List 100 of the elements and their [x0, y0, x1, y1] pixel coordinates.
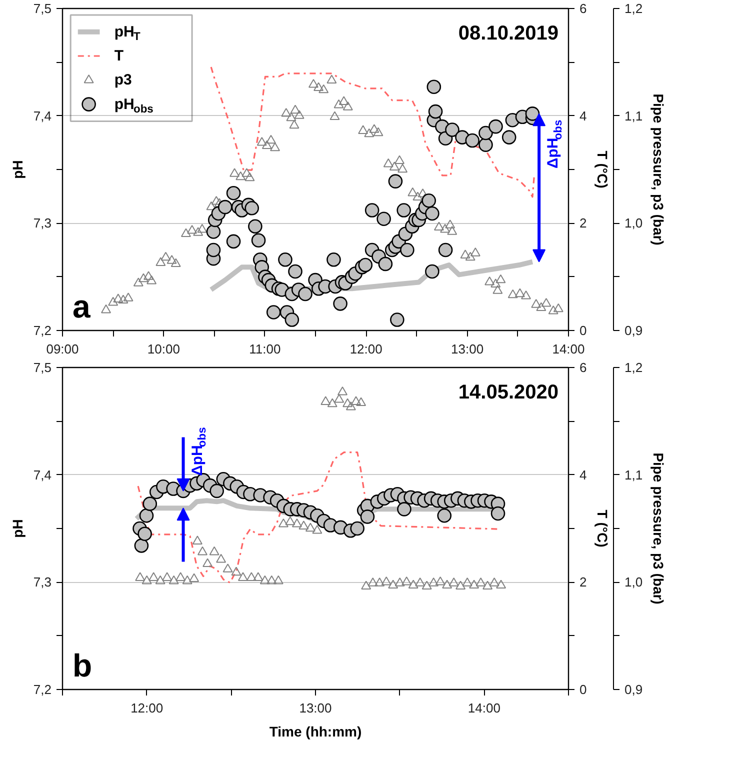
point	[442, 580, 452, 588]
y-tick-label: 7,3	[33, 216, 52, 231]
y2-tick-label: 0	[580, 682, 587, 697]
point	[298, 520, 309, 530]
point	[350, 396, 361, 405]
y2-tick-label: 0	[580, 323, 587, 338]
point	[189, 573, 200, 582]
y2-tick-label: 6	[580, 1, 587, 16]
point	[312, 524, 322, 534]
point	[360, 510, 375, 524]
point	[246, 572, 256, 581]
x-tick-label: 12:00	[350, 342, 382, 356]
point	[394, 578, 405, 586]
point	[253, 572, 264, 581]
y2-tick-label: 4	[580, 467, 587, 482]
point	[381, 576, 392, 586]
x-tick-label: 14:00	[552, 342, 585, 356]
y3-tick-label: 1,1	[624, 467, 643, 482]
point	[197, 546, 208, 556]
x-tick-label: 14:00	[468, 700, 500, 716]
point	[142, 575, 152, 584]
point	[202, 558, 213, 568]
y3-tick-label: 0,9	[624, 682, 643, 697]
point	[415, 578, 426, 586]
point	[210, 484, 224, 498]
point	[356, 397, 366, 406]
point	[327, 398, 338, 408]
point	[138, 526, 152, 542]
y2-tick-label: 4	[580, 108, 587, 124]
y-tick-label: 7,2	[33, 682, 52, 697]
point	[148, 572, 159, 581]
y3-tick-label: 1,0	[624, 574, 643, 590]
y-tick-label: 7,5	[33, 1, 52, 16]
point	[135, 572, 146, 581]
point	[496, 580, 506, 588]
point	[176, 572, 186, 581]
point	[266, 575, 277, 584]
point	[182, 575, 192, 584]
y-axis-title: pH	[9, 160, 26, 179]
point	[238, 572, 248, 581]
x-tick-label: 13:00	[299, 700, 332, 716]
y-tick-label: 7,5	[33, 360, 52, 375]
x-tick-label: 10:00	[147, 342, 180, 356]
point	[192, 536, 202, 544]
point	[139, 508, 154, 523]
point	[162, 572, 172, 581]
point	[285, 516, 296, 526]
point	[469, 580, 480, 588]
legend-label: T	[114, 47, 124, 64]
point	[368, 578, 378, 586]
point	[155, 575, 166, 584]
line-series	[210, 66, 535, 198]
annotation: b	[72, 648, 92, 684]
point	[402, 576, 412, 586]
annotation: ΔpHobs	[188, 427, 209, 476]
point	[292, 518, 302, 528]
y2-tick-label: 2	[580, 574, 587, 590]
point	[342, 398, 353, 408]
x-axis-title: Time (hh:mm)	[269, 724, 362, 740]
point	[374, 578, 385, 586]
point	[320, 396, 331, 405]
point	[422, 580, 432, 590]
point	[437, 508, 452, 523]
point	[337, 386, 348, 396]
y3-axis-title: Pipe pressure, p3 (bar)	[650, 452, 667, 604]
y2-tick-label: 6	[580, 360, 587, 375]
point	[273, 575, 284, 584]
point	[490, 506, 506, 521]
y3-axis-title: Pipe pressure, p3 (bar)	[650, 94, 667, 246]
y2-tick-label: 2	[580, 216, 587, 231]
point	[209, 546, 220, 556]
y3-tick-label: 1,0	[624, 216, 643, 231]
point	[388, 580, 398, 588]
point	[222, 564, 233, 572]
y-tick-label: 7,4	[33, 108, 52, 124]
x-tick-label: 12:00	[130, 700, 164, 716]
text: 14.05.2020	[458, 382, 559, 404]
point	[408, 580, 418, 588]
y3-tick-label: 1,2	[624, 1, 643, 16]
point	[305, 522, 316, 532]
point	[456, 580, 466, 590]
point	[435, 576, 446, 586]
y-tick-label: 7,3	[33, 574, 52, 590]
x-tick-label: 13:00	[451, 342, 484, 356]
y3-tick-label: 1,2	[624, 360, 643, 375]
x-tick-label: 11:00	[249, 342, 281, 356]
point	[428, 578, 439, 586]
point	[134, 538, 149, 553]
y2-axis-title: T (°C)	[594, 150, 611, 188]
y2-axis-title: T (°C)	[594, 510, 611, 548]
y3-tick-label: 0,9	[624, 323, 643, 338]
annotation: a	[72, 288, 90, 324]
point	[397, 502, 412, 516]
point	[448, 578, 459, 586]
point	[260, 575, 270, 584]
point	[489, 578, 500, 586]
point	[216, 554, 226, 563]
point	[142, 496, 158, 511]
legend-label: p3	[114, 72, 132, 89]
y3-tick-label: 1,1	[624, 108, 643, 124]
